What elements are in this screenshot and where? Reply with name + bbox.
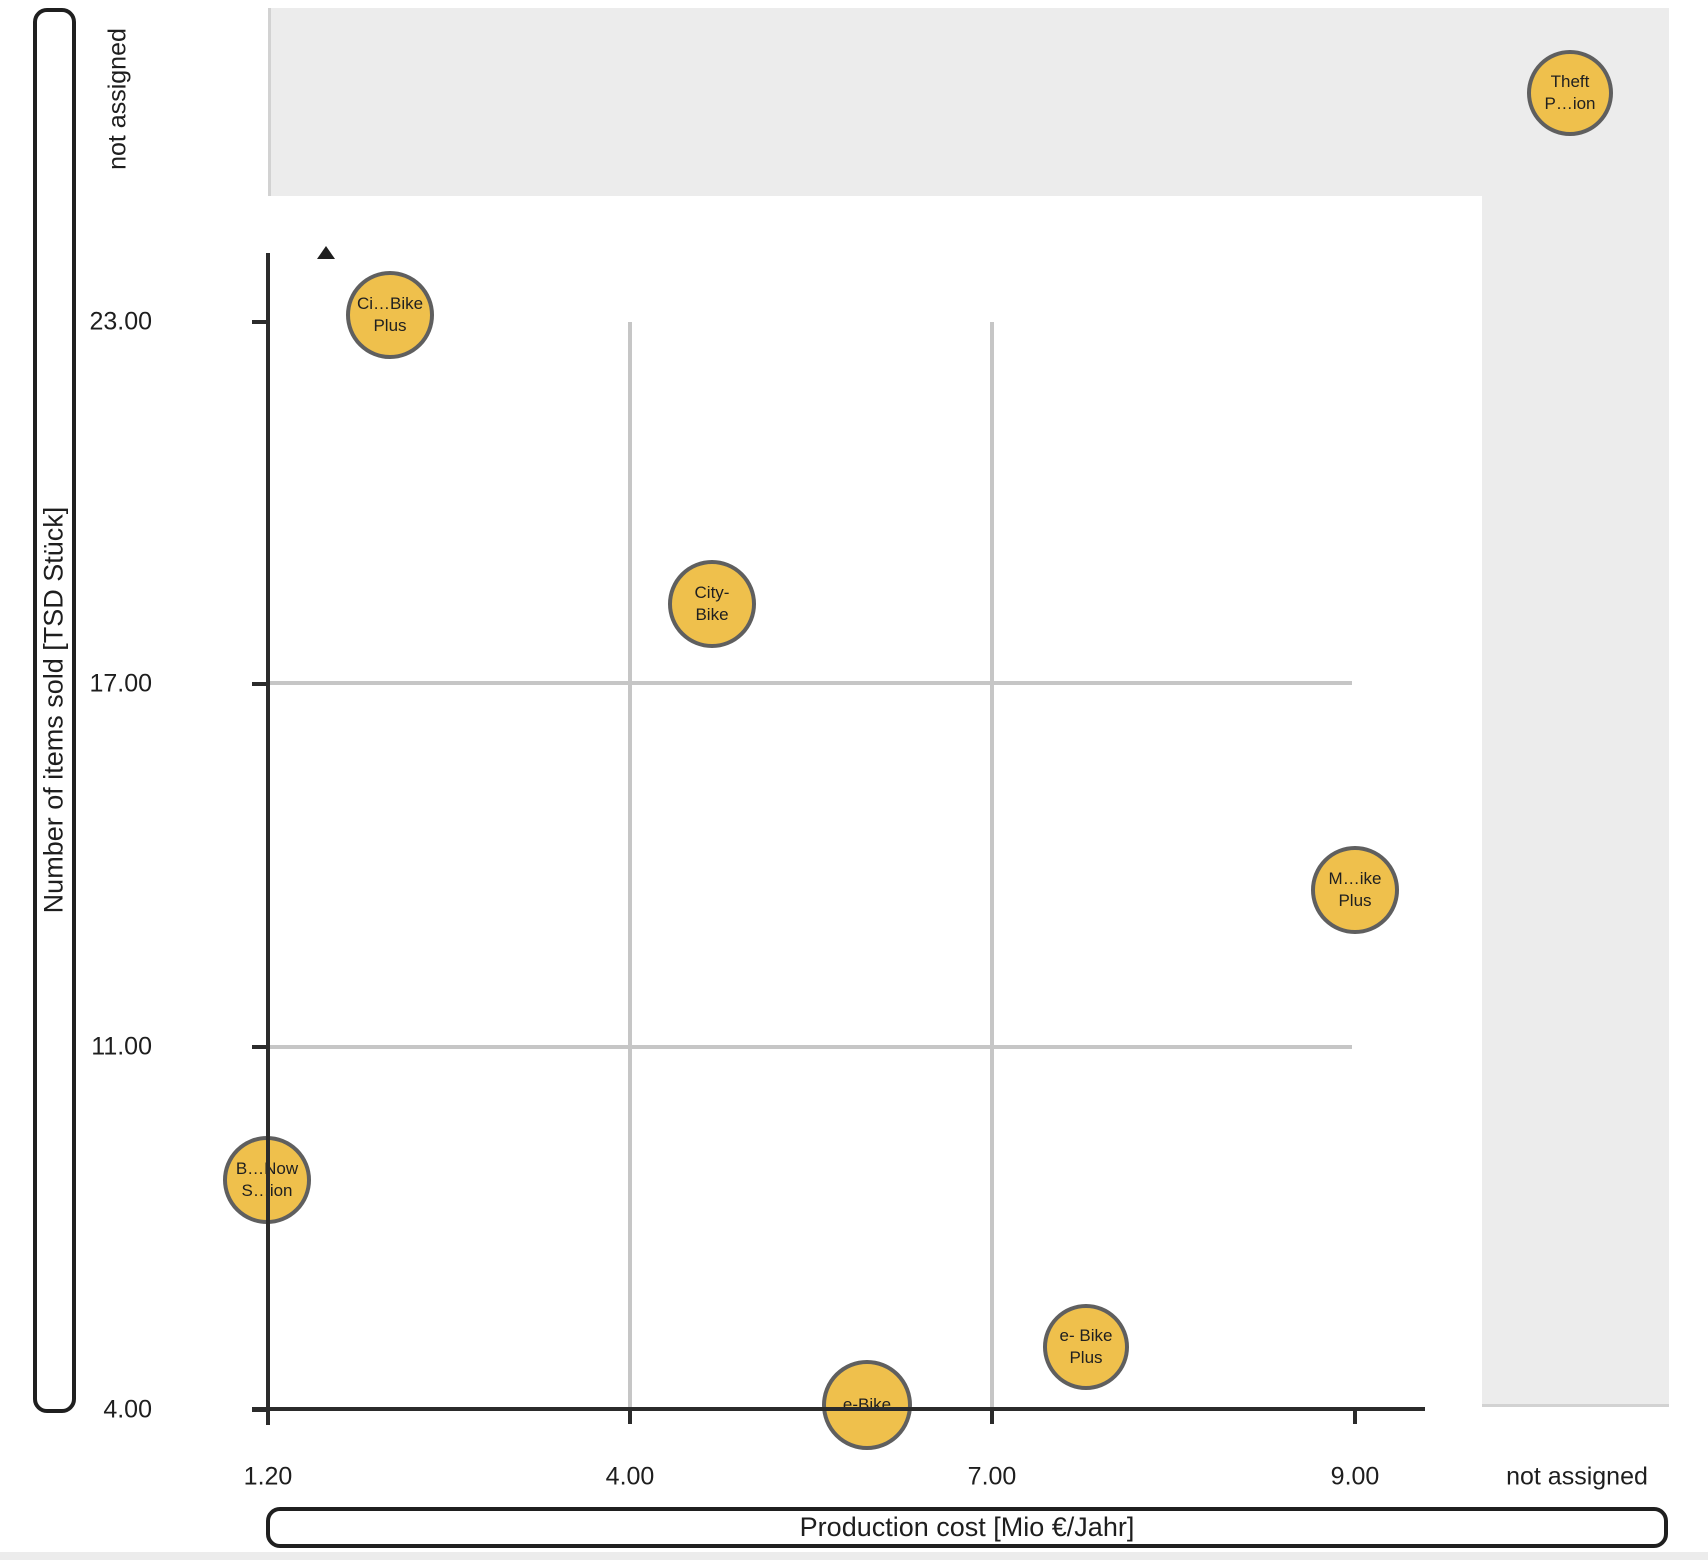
- bubble-label-line: Plus: [1338, 891, 1372, 910]
- y-axis-arrow-icon: [317, 246, 335, 259]
- y-tick-mark: [252, 320, 268, 324]
- bubble-label-line: e-Bike: [842, 1395, 892, 1414]
- x-tick-label: 7.00: [967, 1462, 1017, 1491]
- not-assigned-band-top: [268, 8, 1669, 196]
- bubble-city-bike[interactable]: City- Bike: [668, 560, 756, 648]
- x-tick-mark: [628, 1407, 632, 1424]
- bubble-theft-p-ion[interactable]: Theft P…ion: [1527, 50, 1613, 136]
- y-tick-label: 11.00: [91, 1032, 152, 1061]
- not-assigned-band-right: [1482, 196, 1669, 1407]
- bubble-e-bike[interactable]: e-Bike: [822, 1360, 912, 1450]
- x-axis-title: Production cost [Mio €/Jahr]: [799, 1512, 1135, 1542]
- bubble-label-line: Ci…Bike: [356, 294, 424, 313]
- x-tick-mark: [990, 1407, 994, 1424]
- bubble-label-line: Plus: [1069, 1348, 1103, 1367]
- bubble-label-line: City-: [694, 583, 730, 602]
- x-tick-mark: [1353, 1407, 1357, 1424]
- bubble-label-line: Theft: [1550, 72, 1590, 91]
- x-tick-label: 4.00: [605, 1462, 655, 1491]
- bubble-label-line: P…ion: [1544, 94, 1596, 113]
- y-tick-label: 23.00: [89, 307, 152, 336]
- x-gridline: [990, 322, 994, 1408]
- y-axis-title: Number of items sold [TSD Stück]: [38, 506, 69, 914]
- footer-strip: [0, 1552, 1708, 1560]
- y-axis-line: [266, 253, 270, 1425]
- bubble-ci-bike-plus[interactable]: Ci…Bike Plus: [346, 271, 434, 359]
- x-axis-title-box[interactable]: Production cost [Mio €/Jahr]: [266, 1507, 1668, 1548]
- x-tick-label: 9.00: [1330, 1462, 1380, 1491]
- y-tick-mark: [252, 1045, 268, 1049]
- y-gridline: [268, 681, 1352, 685]
- x-axis-line: [252, 1407, 1425, 1411]
- y-tick-label: 17.00: [89, 669, 152, 698]
- bubble-label-line: e- Bike: [1059, 1326, 1113, 1345]
- y-axis-title-box[interactable]: [33, 8, 76, 1413]
- x-gridline: [628, 322, 632, 1408]
- bubble-label-line: M…ike: [1328, 869, 1382, 888]
- bubble-label-line: Plus: [373, 316, 407, 335]
- bubble-e-bike-plus[interactable]: e- Bike Plus: [1043, 1304, 1129, 1390]
- bubble-label-line: Bike: [695, 605, 729, 624]
- y-gridline: [268, 1045, 1352, 1049]
- x-tick-label: 1.20: [243, 1462, 293, 1491]
- y-tick-mark: [252, 682, 268, 686]
- bubble-m-ike-plus[interactable]: M…ike Plus: [1311, 846, 1399, 934]
- x-tick-label: not assigned: [1506, 1462, 1648, 1491]
- y-tick-label-not-assigned: not assigned: [103, 28, 132, 170]
- y-tick-label: 4.00: [103, 1395, 152, 1424]
